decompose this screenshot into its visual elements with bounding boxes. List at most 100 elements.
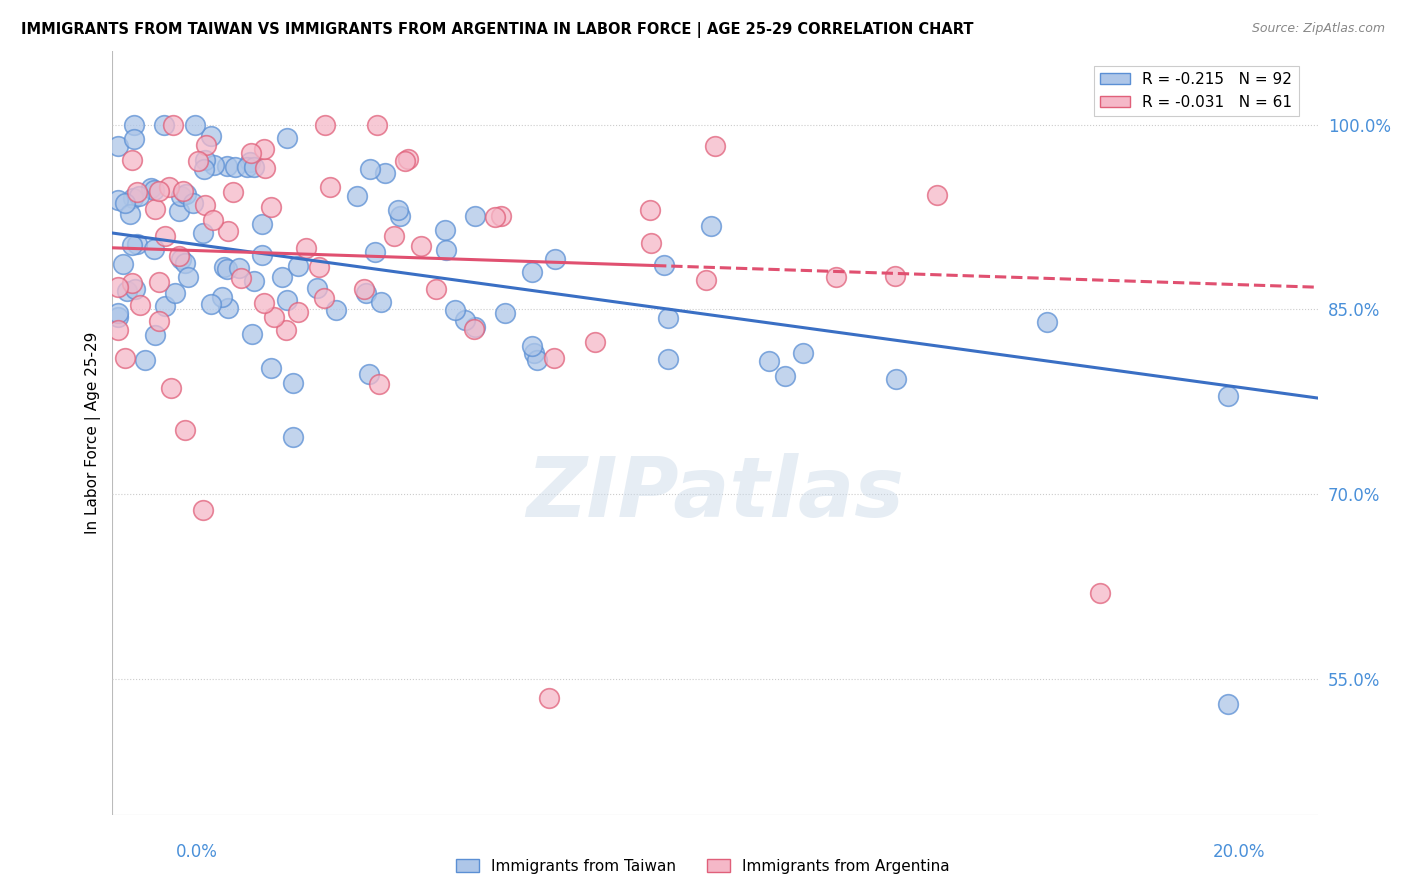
Point xyxy=(121,276,143,290)
Point xyxy=(143,327,166,342)
Point xyxy=(526,353,548,368)
Point xyxy=(174,186,197,201)
Point xyxy=(640,235,662,250)
Point xyxy=(263,310,285,324)
Point xyxy=(193,226,215,240)
Point xyxy=(494,306,516,320)
Point xyxy=(107,306,129,320)
Point xyxy=(148,314,170,328)
Point xyxy=(359,162,381,177)
Point xyxy=(187,153,209,168)
Point xyxy=(543,252,565,267)
Text: 0.0%: 0.0% xyxy=(176,843,218,861)
Point xyxy=(425,282,447,296)
Point xyxy=(107,310,129,324)
Point xyxy=(122,118,145,132)
Point xyxy=(484,210,506,224)
Point xyxy=(374,166,396,180)
Point xyxy=(128,298,150,312)
Point xyxy=(176,269,198,284)
Point xyxy=(325,302,347,317)
Point xyxy=(353,282,375,296)
Point xyxy=(464,319,486,334)
Point xyxy=(167,204,190,219)
Point xyxy=(382,229,405,244)
Point xyxy=(243,160,266,174)
Point xyxy=(114,196,136,211)
Point xyxy=(200,297,222,311)
Point xyxy=(204,158,226,172)
Point xyxy=(287,260,309,274)
Point xyxy=(143,202,166,217)
Point xyxy=(114,351,136,365)
Point xyxy=(252,248,274,262)
Point xyxy=(172,184,194,198)
Point xyxy=(235,161,257,175)
Point xyxy=(115,284,138,298)
Point xyxy=(538,690,561,705)
Point xyxy=(253,295,276,310)
Point xyxy=(271,269,294,284)
Point xyxy=(170,189,193,203)
Point xyxy=(240,146,263,161)
Point xyxy=(107,323,129,337)
Point xyxy=(281,376,304,390)
Point xyxy=(124,282,146,296)
Point xyxy=(387,203,409,218)
Point xyxy=(253,142,276,156)
Legend: Immigrants from Taiwan, Immigrants from Argentina: Immigrants from Taiwan, Immigrants from … xyxy=(450,853,956,880)
Point xyxy=(195,138,218,153)
Point xyxy=(142,242,165,256)
Point xyxy=(121,153,143,167)
Text: 20.0%: 20.0% xyxy=(1213,843,1265,861)
Point xyxy=(295,241,318,255)
Point xyxy=(160,380,183,394)
Point xyxy=(276,323,298,337)
Point xyxy=(700,219,723,234)
Point xyxy=(224,160,246,174)
Point xyxy=(396,152,419,166)
Point xyxy=(366,118,388,132)
Point xyxy=(121,191,143,205)
Point xyxy=(1036,315,1059,329)
Point xyxy=(217,262,239,277)
Point xyxy=(173,423,195,437)
Point xyxy=(657,351,679,366)
Point xyxy=(394,154,416,169)
Point xyxy=(194,153,217,167)
Point xyxy=(148,185,170,199)
Point xyxy=(142,183,165,197)
Point xyxy=(193,162,215,177)
Text: Source: ZipAtlas.com: Source: ZipAtlas.com xyxy=(1251,22,1385,36)
Point xyxy=(134,352,156,367)
Point xyxy=(319,180,342,194)
Point xyxy=(883,268,905,283)
Point xyxy=(183,195,205,210)
Point xyxy=(200,128,222,143)
Point xyxy=(191,502,214,516)
Point xyxy=(239,155,262,169)
Point xyxy=(434,243,457,257)
Point xyxy=(174,255,197,269)
Point xyxy=(120,207,142,221)
Point xyxy=(169,249,191,263)
Text: ZIPatlas: ZIPatlas xyxy=(526,453,904,534)
Point xyxy=(250,217,273,231)
Point xyxy=(148,275,170,289)
Legend: R = -0.215   N = 92, R = -0.031   N = 61: R = -0.215 N = 92, R = -0.031 N = 61 xyxy=(1094,66,1299,116)
Point xyxy=(229,270,252,285)
Point xyxy=(112,257,135,271)
Point xyxy=(157,180,180,194)
Point xyxy=(1088,586,1111,600)
Point xyxy=(491,209,513,223)
Point xyxy=(314,291,336,305)
Point xyxy=(357,367,380,381)
Y-axis label: In Labor Force | Age 25-29: In Labor Force | Age 25-29 xyxy=(86,332,101,533)
Point xyxy=(243,274,266,288)
Point xyxy=(253,161,276,175)
Point xyxy=(389,209,412,223)
Point xyxy=(139,180,162,194)
Point xyxy=(443,303,465,318)
Point xyxy=(128,189,150,203)
Point xyxy=(652,259,675,273)
